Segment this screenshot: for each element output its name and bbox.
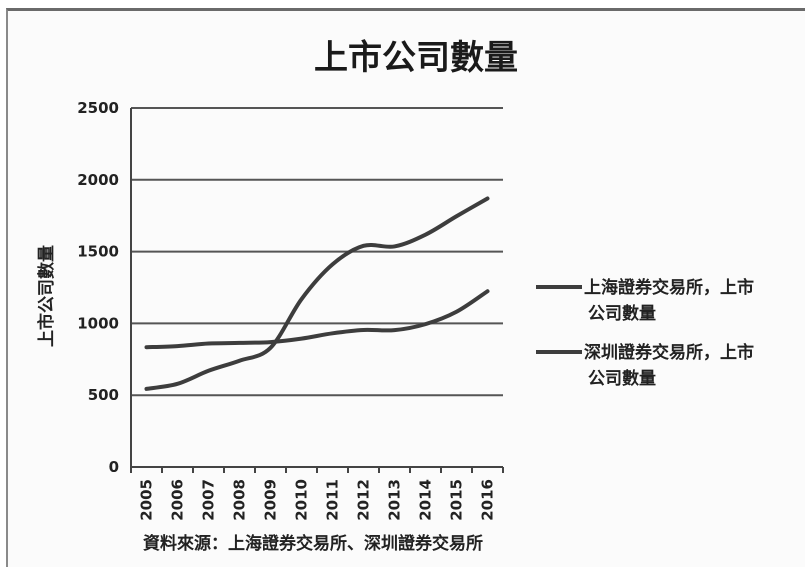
x-tick-labels: 2005 2006 2007 2008 2009 2010 2011 2012 2013 2014… [138,479,497,521]
y-axis-label: 上市公司數量 [36,245,57,347]
line-chart: 上市公司數量 0 500 1000 1500 2000 2500 2005 2006 2007… [36,38,754,554]
y-tick-label: 2000 [77,171,119,189]
y-tick-label: 2500 [77,99,119,117]
x-tick-label: 2016 [479,479,497,521]
x-tick-label: 2010 [293,479,311,521]
y-tick-label: 0 [109,458,119,476]
y-tick-label: 1500 [77,243,119,261]
x-tick-label: 2007 [200,479,218,521]
x-tick-label: 2013 [386,479,404,521]
x-tick-label: 2011 [324,479,342,521]
x-tick-label: 2015 [448,479,466,521]
x-tick-label: 2009 [262,479,280,521]
x-tick-label: 2014 [417,479,435,521]
chart-title: 上市公司數量 [314,38,518,78]
legend-label: 上海證券交易所，上市公司數量 [584,277,754,324]
chart-frame: 上市公司數量 0 500 1000 1500 2000 2500 2005 2006 2007… [6,8,805,567]
series-line-1 [144,289,490,350]
y-tick-label: 1000 [77,314,119,332]
series-lines [144,196,490,391]
series-line-2 [144,196,490,391]
source-note: 資料來源：上海證券交易所、深圳證券交易所 [143,533,483,554]
y-tick-label: 500 [88,386,119,404]
legend-label: 深圳證券交易所，上市公司數量 [584,342,754,389]
gridlines [131,107,503,397]
x-tick-label: 2012 [355,479,373,521]
x-tick-label: 2006 [169,479,187,521]
y-tick-labels: 0 500 1000 1500 2000 2500 [77,99,119,476]
x-tick-label: 2008 [231,479,249,521]
axes [130,108,504,473]
x-tick-label: 2005 [138,479,156,521]
